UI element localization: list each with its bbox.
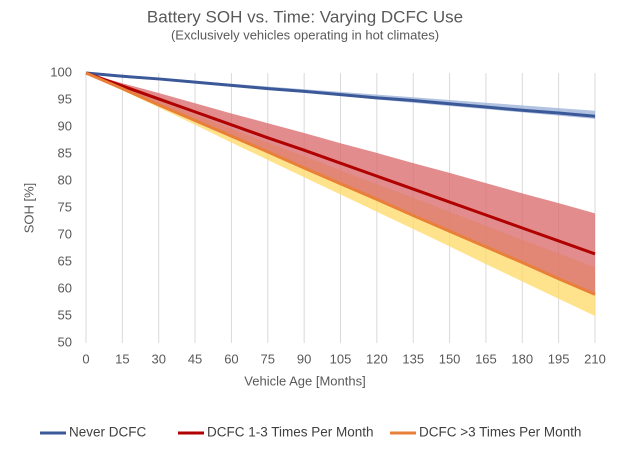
y-tick-label: 50 xyxy=(58,334,72,349)
y-tick-label: 85 xyxy=(58,145,72,160)
confidence-band xyxy=(86,73,595,119)
x-tick-label: 45 xyxy=(188,351,202,366)
legend-label: DCFC >3 Times Per Month xyxy=(419,425,581,440)
y-tick-label: 75 xyxy=(58,199,72,214)
x-axis-label: Vehicle Age [Months] xyxy=(244,373,365,388)
x-tick-label: 180 xyxy=(511,351,533,366)
x-tick-label: 210 xyxy=(584,351,606,366)
x-tick-label: 0 xyxy=(82,351,89,366)
x-tick-label: 165 xyxy=(475,351,497,366)
series-line xyxy=(85,71,596,256)
y-tick-label: 100 xyxy=(50,64,72,79)
x-tick-label: 105 xyxy=(330,351,352,366)
series-line xyxy=(85,71,596,118)
x-tick-label: 75 xyxy=(261,351,275,366)
x-tick-label: 30 xyxy=(151,351,165,366)
x-tick-label: 135 xyxy=(402,351,424,366)
legend-label: DCFC 1-3 Times Per Month xyxy=(207,425,374,440)
y-tick-label: 80 xyxy=(58,172,72,187)
y-tick-label: 65 xyxy=(58,253,72,268)
x-tick-label: 90 xyxy=(297,351,311,366)
chart-title: Battery SOH vs. Time: Varying DCFC Use xyxy=(147,7,463,26)
y-tick-label: 60 xyxy=(58,280,72,295)
y-tick-label: 90 xyxy=(58,118,72,133)
x-tick-label: 15 xyxy=(115,351,129,366)
x-tick-label: 60 xyxy=(224,351,238,366)
y-tick-label: 70 xyxy=(58,226,72,241)
y-tick-label: 95 xyxy=(58,91,72,106)
x-tick-label: 120 xyxy=(366,351,388,366)
x-tick-label: 150 xyxy=(439,351,461,366)
y-tick-label: 55 xyxy=(58,307,72,322)
chart-subtitle: (Exclusively vehicles operating in hot c… xyxy=(171,27,439,42)
legend-label: Never DCFC xyxy=(69,425,147,440)
y-axis-label: SOH [%] xyxy=(21,183,36,234)
x-tick-label: 195 xyxy=(548,351,570,366)
confidence-band xyxy=(86,73,595,316)
series-line xyxy=(85,71,596,296)
